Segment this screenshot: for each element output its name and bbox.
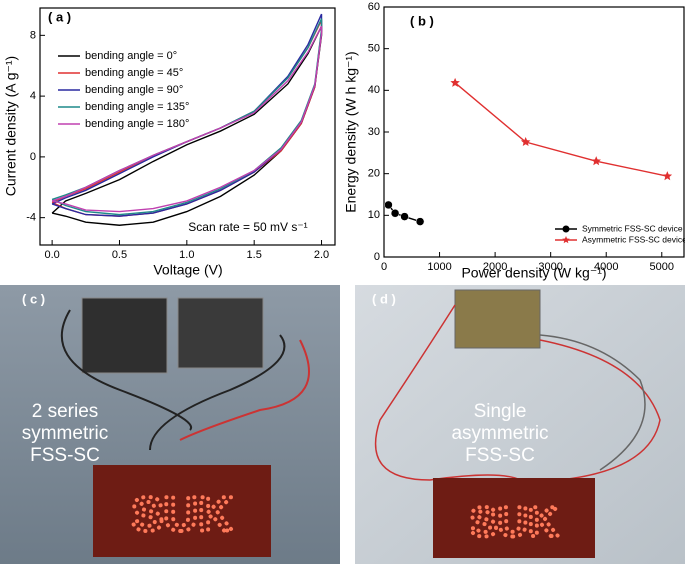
photo-caption: 2 series bbox=[32, 401, 99, 422]
x-tick-label: 3000 bbox=[538, 261, 562, 273]
x-tick-label: 1000 bbox=[427, 261, 451, 273]
annotation: Scan rate = 50 mV s⁻¹ bbox=[188, 220, 307, 234]
wire bbox=[374, 304, 661, 481]
y-tick-label: 60 bbox=[368, 1, 380, 13]
photo-caption: asymmetric bbox=[451, 423, 548, 444]
marker bbox=[662, 171, 673, 181]
electrode-pad bbox=[81, 297, 168, 374]
panel-label: ( b ) bbox=[410, 13, 434, 28]
marker bbox=[450, 77, 460, 87]
x-axis-label: Power density (W kg⁻¹) bbox=[461, 265, 606, 281]
series-line bbox=[51, 25, 323, 213]
photo-caption: symmetric bbox=[22, 423, 109, 444]
legend-label: bending angle = 135° bbox=[85, 101, 189, 113]
wire bbox=[179, 339, 310, 441]
plot-frame bbox=[383, 6, 685, 258]
legend-label: bending angle = 90° bbox=[85, 84, 183, 96]
wire bbox=[539, 334, 646, 471]
x-tick-label: 0 bbox=[381, 261, 387, 273]
series-line bbox=[454, 82, 668, 177]
x-tick-label: 0.5 bbox=[112, 249, 127, 261]
y-tick-label: 30 bbox=[368, 126, 380, 138]
legend-marker bbox=[562, 225, 570, 233]
marker bbox=[384, 200, 393, 210]
x-tick-label: 0.0 bbox=[44, 249, 59, 261]
x-axis-label: Voltage (V) bbox=[153, 262, 222, 278]
y-axis-label: Energy density (W h kg⁻¹) bbox=[343, 51, 359, 212]
x-tick-label: 4000 bbox=[594, 261, 618, 273]
x-tick-label: 2000 bbox=[483, 261, 507, 273]
wire bbox=[60, 309, 286, 451]
panel-label: ( c ) bbox=[22, 291, 45, 306]
series-line bbox=[387, 204, 421, 223]
led-text: SUK bbox=[470, 498, 559, 545]
marker bbox=[400, 212, 409, 221]
y-tick-label: 40 bbox=[368, 84, 380, 96]
photo-d bbox=[355, 285, 685, 564]
y-tick-label: 0 bbox=[30, 151, 36, 163]
legend-marker bbox=[562, 236, 570, 244]
photo-caption: FSS-SC bbox=[30, 445, 100, 466]
legend-label: Asymmetric FSS-SC device bbox=[582, 234, 685, 244]
x-tick-label: 1.0 bbox=[179, 249, 194, 261]
marker bbox=[520, 137, 531, 147]
y-tick-label: 0 bbox=[374, 251, 380, 263]
photo-caption: FSS-SC bbox=[465, 445, 535, 466]
y-tick-label: 8 bbox=[30, 29, 36, 41]
led-board bbox=[433, 478, 595, 558]
y-axis-label: Current density (A g⁻¹) bbox=[3, 56, 19, 196]
legend-label: bending angle = 45° bbox=[85, 67, 183, 79]
y-tick-label: 20 bbox=[368, 168, 380, 180]
marker bbox=[591, 156, 601, 166]
y-tick-label: 4 bbox=[30, 90, 36, 102]
y-tick-label: 10 bbox=[368, 209, 380, 221]
marker bbox=[415, 217, 425, 226]
marker bbox=[390, 209, 400, 218]
legend-label: bending angle = 0° bbox=[85, 50, 177, 62]
y-tick-label: 50 bbox=[368, 43, 380, 55]
led-text: SUK bbox=[131, 489, 233, 542]
x-tick-label: 5000 bbox=[650, 261, 674, 273]
led-board bbox=[93, 465, 271, 557]
electrode-pad bbox=[454, 289, 541, 349]
x-tick-label: 2.0 bbox=[314, 249, 329, 261]
photo-caption: Single bbox=[474, 401, 527, 422]
electrode-pad bbox=[177, 297, 264, 369]
legend-label: bending angle = 180° bbox=[85, 118, 189, 130]
photo-c bbox=[0, 285, 340, 564]
legend-label: Symmetric FSS-SC device bbox=[582, 223, 683, 233]
panel-label: ( d ) bbox=[372, 291, 396, 306]
panel-label: ( a ) bbox=[48, 9, 71, 24]
plot-frame bbox=[39, 7, 336, 246]
x-tick-label: 1.5 bbox=[247, 249, 262, 261]
y-tick-label: -4 bbox=[26, 212, 36, 224]
